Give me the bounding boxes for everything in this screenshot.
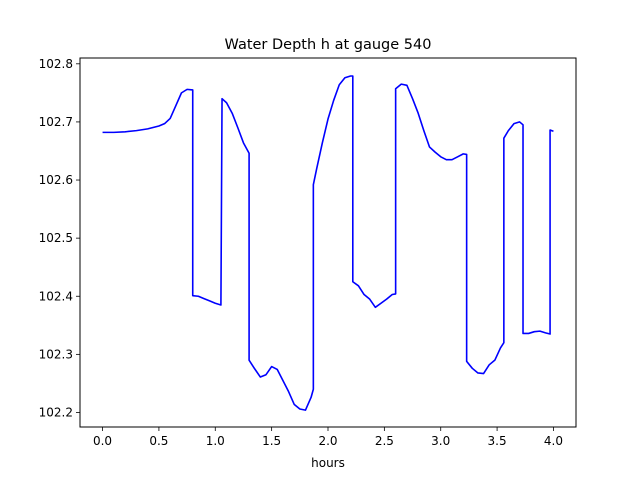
x-tick-label: 2.0 [318, 434, 337, 448]
x-tick-label: 1.0 [206, 434, 225, 448]
chart-title: Water Depth h at gauge 540 [225, 37, 432, 53]
x-tick-label: 3.5 [488, 434, 507, 448]
x-tick-label: 4.0 [544, 434, 563, 448]
y-tick-label: 102.5 [39, 231, 73, 245]
y-tick-label: 102.4 [39, 289, 73, 303]
x-tick-label: 0.0 [93, 434, 112, 448]
y-tick-label: 102.3 [39, 347, 73, 361]
y-tick-label: 102.8 [39, 57, 73, 71]
x-axis-ticks: 0.0 0.5 1.0 1.5 2.0 2.5 3.0 3.5 4.0 [93, 427, 563, 448]
y-tick-label: 102.6 [39, 173, 73, 187]
series-layer [102, 75, 554, 411]
y-axis-ticks: 102.2 102.3 102.4 102.5 102.6 102.7 102.8 [39, 57, 80, 419]
x-tick-label: 0.5 [149, 434, 168, 448]
x-tick-label: 2.5 [375, 434, 394, 448]
y-tick-label: 102.7 [39, 115, 73, 129]
plot-area [80, 58, 576, 427]
y-tick-label: 102.2 [39, 405, 73, 419]
x-tick-label: 3.0 [431, 434, 450, 448]
series-line-0 [102, 75, 554, 411]
x-tick-label: 1.5 [262, 434, 281, 448]
x-axis-label: hours [311, 456, 345, 470]
